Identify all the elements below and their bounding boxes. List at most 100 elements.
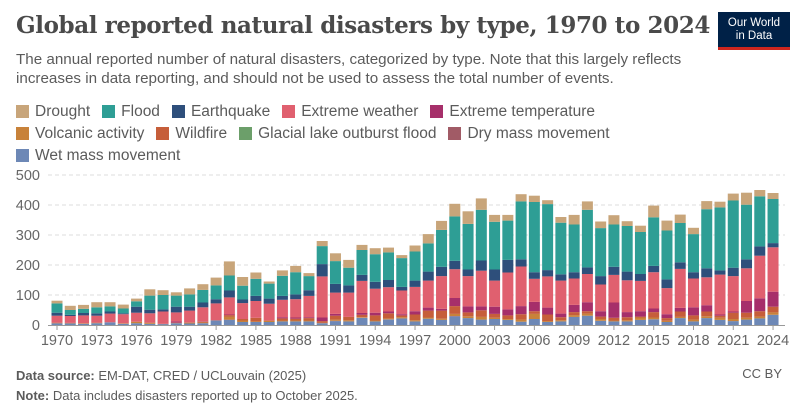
legend-item-volcanic-activity[interactable]: Volcanic activity [16, 123, 144, 144]
bar-segment-extreme-weather-2024 [767, 247, 779, 292]
bar-segment-extreme-temperature-1995 [383, 311, 394, 314]
license-link[interactable]: CC BY [742, 366, 782, 381]
bar-segment-extreme-weather-2000 [449, 269, 461, 298]
bar-segment-wet-mass-movement-2004 [502, 319, 514, 325]
bar-segment-earthquake-1997 [409, 280, 421, 287]
bar-segment-drought-2001 [462, 211, 474, 224]
bar-segment-extreme-weather-1997 [409, 286, 421, 312]
legend-swatch [102, 105, 116, 118]
bar-segment-drought-2024 [767, 193, 779, 199]
x-tick-label: 2015 [638, 333, 670, 349]
bar-segment-extreme-weather-2012 [608, 274, 620, 303]
bar-segment-earthquake-2002 [475, 260, 487, 271]
bar-segment-extreme-weather-1976 [131, 312, 143, 322]
bar-segment-wildfire-2007 [542, 314, 554, 322]
bar-segment-wildfire-2013 [621, 317, 633, 321]
bar-segment-earthquake-1988 [290, 294, 302, 300]
bar-segment-wet-mass-movement-1987 [276, 321, 288, 325]
bar-segment-extreme-temperature-2023 [754, 298, 766, 312]
bar-segment-flood-1974 [104, 306, 116, 312]
bar-segment-drought-1972 [78, 304, 90, 309]
legend-item-drought[interactable]: Drought [16, 101, 90, 122]
legend-item-wildfire[interactable]: Wildfire [156, 123, 227, 144]
bar-segment-extreme-weather-1992 [343, 292, 355, 317]
bar-segment-volcanic-activity-2008 [555, 320, 567, 322]
stacked-bar-chart: 0 100 200 300 400 500 1970 1973 1976 1979 1982 1985… [16, 168, 789, 349]
y-tick-label: 200 [16, 258, 40, 274]
bar-segment-wildfire-2001 [462, 312, 474, 317]
bar-segment-volcanic-activity-2006 [528, 313, 540, 319]
bar-segment-earthquake-2021 [727, 267, 739, 277]
x-tick-label: 1991 [319, 333, 351, 349]
legend-item-extreme-temperature[interactable]: Extreme temperature [430, 101, 595, 122]
bar-segment-extreme-weather-2011 [595, 284, 607, 312]
bar-segment-volcanic-activity-2020 [714, 317, 726, 320]
bar-segment-drought-1987 [276, 270, 288, 276]
bar-segment-wet-mass-movement-2009 [568, 316, 580, 325]
bar-segment-wet-mass-movement-2003 [489, 319, 501, 325]
legend-label: Drought [35, 102, 91, 120]
bar-segment-earthquake-2023 [754, 246, 766, 256]
bar-segment-flood-2010 [581, 209, 593, 268]
bar-segment-wet-mass-movement-1970 [51, 323, 63, 325]
bar-segment-extreme-weather-1983 [223, 297, 235, 315]
bar-segment-extreme-weather-2016 [661, 288, 673, 315]
bar-segment-extreme-weather-2014 [634, 280, 646, 312]
bar-segment-extreme-weather-1973 [91, 315, 103, 323]
bar-segment-earthquake-2016 [661, 279, 673, 289]
owid-logo[interactable]: Our World in Data [718, 12, 790, 50]
bar-segment-extreme-temperature-1993 [356, 313, 368, 315]
bar-segment-flood-1984 [237, 285, 249, 300]
bar-segment-flood-2020 [714, 207, 726, 271]
source-link[interactable]: EM-DAT, CRED / UCLouvain (2025) [98, 368, 307, 383]
logo-line-2: in Data [735, 30, 773, 42]
bar-segment-volcanic-activity-1984 [237, 320, 249, 322]
bar-segment-flood-2003 [489, 221, 501, 270]
bar-segment-wildfire-1997 [409, 314, 421, 321]
bar-segment-extreme-weather-1994 [369, 288, 381, 313]
bar-segment-earthquake-1991 [329, 283, 341, 293]
bar-segment-drought-2020 [714, 201, 726, 208]
bar-segment-extreme-weather-1993 [356, 280, 368, 313]
bar-segment-drought-1996 [396, 255, 408, 259]
bar-segment-drought-2004 [502, 214, 514, 221]
bar-segment-wet-mass-movement-2020 [714, 319, 726, 325]
bar-segment-wet-mass-movement-1976 [131, 323, 143, 325]
bar-segment-wet-mass-movement-2015 [648, 319, 660, 325]
bar-segment-wildfire-1990 [316, 321, 328, 323]
bar-segment-extreme-weather-1988 [290, 299, 302, 318]
legend-item-earthquake[interactable]: Earthquake [171, 101, 270, 122]
bar-segment-extreme-weather-1977 [144, 313, 156, 323]
bar-segment-flood-2017 [674, 223, 686, 263]
bar-segment-extreme-weather-1984 [237, 303, 249, 319]
bar-segment-extreme-weather-2005 [515, 266, 527, 307]
legend-item-flood[interactable]: Flood [102, 101, 160, 122]
bar-segment-drought-1990 [316, 241, 328, 247]
legend-item-extreme-weather[interactable]: Extreme weather [282, 101, 418, 122]
bar-segment-flood-1995 [383, 252, 394, 280]
legend-swatch [448, 127, 462, 140]
bar-segment-earthquake-2001 [462, 269, 474, 277]
bar-segment-wet-mass-movement-2022 [741, 319, 753, 325]
legend-item-wet-mass-movement[interactable]: Wet mass movement [16, 145, 180, 166]
bar-segment-volcanic-activity-2013 [621, 320, 633, 322]
bar-segment-extreme-temperature-2016 [661, 314, 673, 319]
bar-segment-wet-mass-movement-2018 [687, 321, 699, 325]
legend-item-dry-mass-movement[interactable]: Dry mass movement [448, 123, 610, 144]
bar-segment-extreme-weather-2009 [568, 278, 580, 305]
bar-segment-flood-2001 [462, 223, 474, 270]
bar-segment-extreme-temperature-2008 [555, 313, 567, 318]
bar-segment-earthquake-2005 [515, 259, 527, 267]
note-text: Data includes disasters reported up to O… [52, 388, 358, 403]
x-tick-label: 1994 [359, 333, 391, 349]
x-tick-label: 2012 [598, 333, 630, 349]
bar-segment-extreme-temperature-2012 [608, 302, 620, 318]
bar-segment-wet-mass-movement-1988 [290, 321, 302, 325]
bar-segment-wet-mass-movement-1972 [78, 323, 90, 325]
bar-segment-flood-1971 [64, 310, 76, 315]
legend-label: Glacial lake outburst flood [258, 124, 437, 142]
bar-segment-volcanic-activity-1996 [396, 317, 408, 319]
bar-segment-wildfire-2006 [528, 311, 540, 314]
bar-segment-volcanic-activity-2019 [701, 316, 713, 319]
legend-item-glacial-lake-outburst-flood[interactable]: Glacial lake outburst flood [239, 123, 436, 144]
